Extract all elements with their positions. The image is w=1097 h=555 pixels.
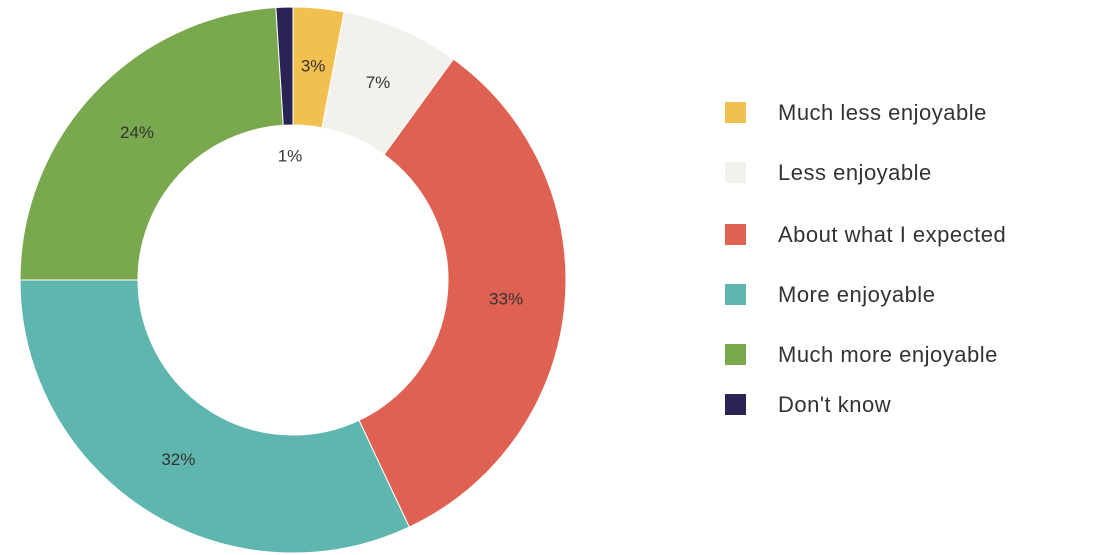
legend-label: Much more enjoyable	[778, 342, 998, 367]
slice	[358, 58, 567, 528]
slice	[19, 7, 284, 281]
legend-label: Don't know	[778, 392, 891, 417]
legend-label: Less enjoyable	[778, 160, 932, 185]
legend-swatch	[725, 344, 746, 365]
legend-swatch	[725, 394, 746, 415]
legend-label: Much less enjoyable	[778, 100, 987, 125]
legend-label: About what I expected	[778, 222, 1006, 247]
legend-swatch	[725, 162, 746, 183]
slice	[19, 279, 410, 554]
value-label: 1%	[278, 146, 303, 165]
value-label: 32%	[161, 450, 195, 469]
value-label: 33%	[489, 290, 523, 309]
slice	[275, 6, 294, 126]
legend-label: More enjoyable	[778, 282, 935, 307]
legend-swatch	[725, 224, 746, 245]
legend-swatch	[725, 102, 746, 123]
value-label: 24%	[120, 123, 154, 142]
value-label: 3%	[301, 56, 326, 75]
value-label: 7%	[366, 73, 391, 92]
legend-swatch	[725, 284, 746, 305]
